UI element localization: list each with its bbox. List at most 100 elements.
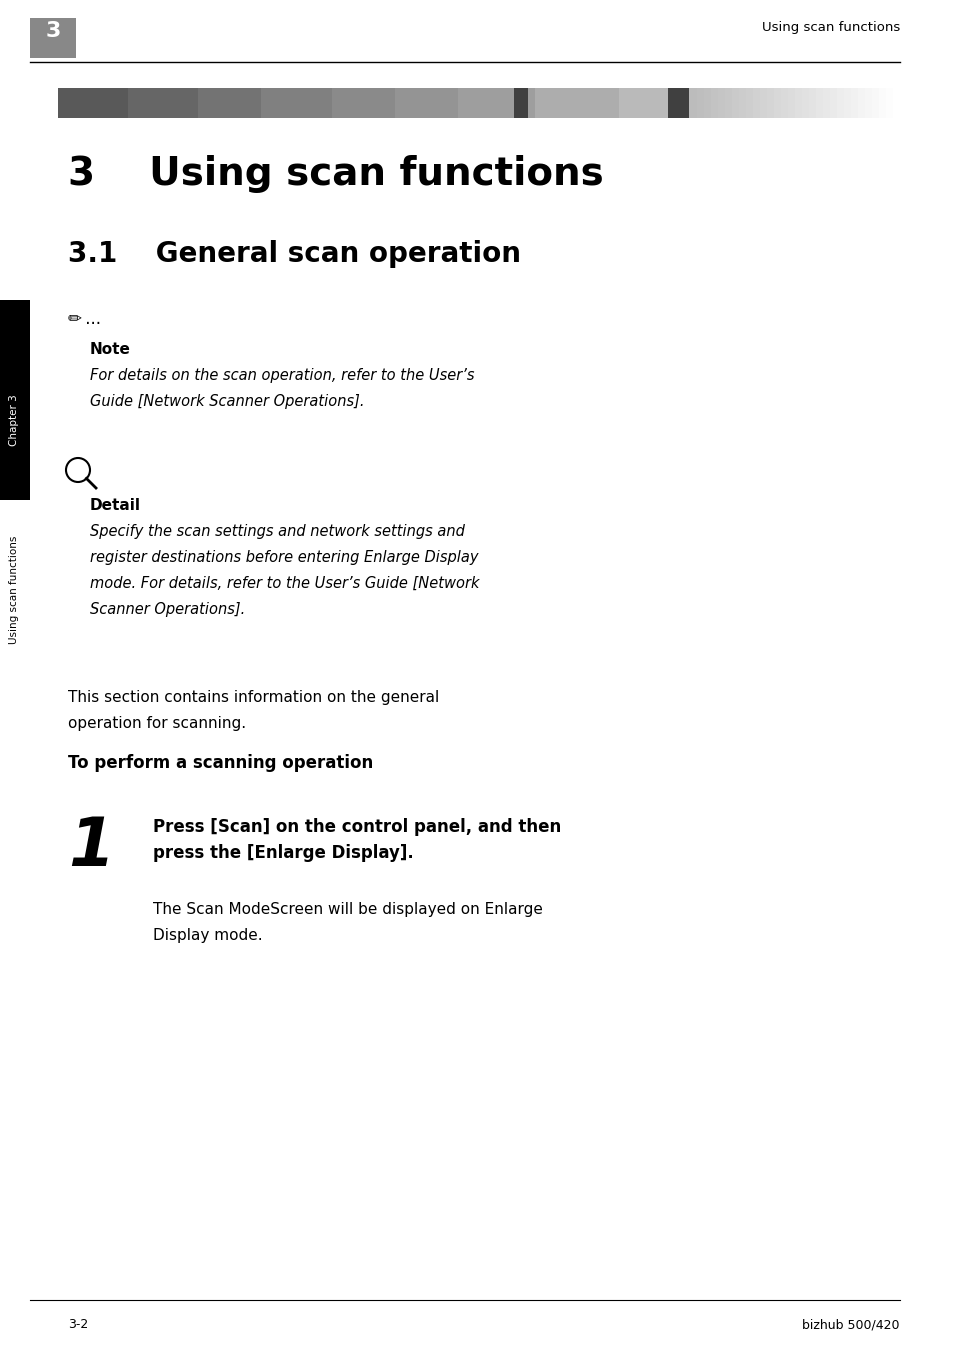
Bar (618, 88, 626, 118)
Bar (213, 88, 219, 118)
Bar (72, 88, 79, 118)
Bar (801, 88, 808, 118)
Bar (535, 88, 542, 118)
Text: Note: Note (90, 342, 131, 357)
Text: For details on the scan operation, refer to the User’s: For details on the scan operation, refer… (90, 368, 474, 383)
Bar (499, 88, 507, 118)
Bar (345, 88, 353, 118)
Bar (170, 88, 177, 118)
Text: Display mode.: Display mode. (152, 927, 262, 942)
Bar (766, 88, 774, 118)
Bar (338, 88, 346, 118)
Bar (871, 88, 879, 118)
Bar (114, 88, 122, 118)
Text: Chapter 3: Chapter 3 (9, 395, 19, 446)
Bar (773, 88, 781, 118)
Bar (612, 88, 619, 118)
Bar (177, 88, 185, 118)
Bar (562, 88, 570, 118)
Bar (395, 88, 402, 118)
Bar (282, 88, 290, 118)
Bar (520, 88, 528, 118)
Bar (864, 88, 872, 118)
Bar (668, 88, 676, 118)
Text: 3-2: 3-2 (68, 1318, 89, 1330)
Bar (485, 88, 493, 118)
Text: The Scan ModeScreen will be displayed on Enlarge: The Scan ModeScreen will be displayed on… (152, 902, 542, 917)
Bar (821, 88, 829, 118)
Bar (443, 88, 451, 118)
Text: press the [Enlarge Display].: press the [Enlarge Display]. (152, 844, 414, 863)
Bar (135, 88, 143, 118)
Text: Using scan functions: Using scan functions (9, 535, 19, 644)
Bar (794, 88, 801, 118)
Bar (464, 88, 472, 118)
Text: bizhub 500/420: bizhub 500/420 (801, 1318, 899, 1330)
Bar (724, 88, 731, 118)
Bar (892, 88, 900, 118)
Text: mode. For details, refer to the User’s Guide [Network: mode. For details, refer to the User’s G… (90, 576, 479, 591)
Bar (493, 88, 500, 118)
Bar (205, 88, 213, 118)
Text: 3.1    General scan operation: 3.1 General scan operation (68, 241, 520, 268)
Bar (598, 88, 605, 118)
Text: Using scan functions: Using scan functions (760, 22, 899, 34)
Bar (121, 88, 129, 118)
Bar (626, 88, 633, 118)
Bar (731, 88, 739, 118)
Bar (660, 88, 668, 118)
Bar (689, 88, 697, 118)
Bar (296, 88, 304, 118)
Bar (885, 88, 893, 118)
Bar (401, 88, 409, 118)
Bar (514, 88, 521, 118)
Bar (836, 88, 843, 118)
Bar (829, 88, 837, 118)
Text: ✏ ...: ✏ ... (68, 310, 101, 329)
Bar (387, 88, 395, 118)
Bar (752, 88, 760, 118)
Bar (233, 88, 241, 118)
Bar (570, 88, 578, 118)
Bar (878, 88, 885, 118)
Bar (759, 88, 766, 118)
Bar (254, 88, 262, 118)
Bar (311, 88, 317, 118)
Bar (472, 88, 479, 118)
Bar (478, 88, 486, 118)
Bar (317, 88, 325, 118)
Bar (30, 18, 76, 58)
Bar (184, 88, 192, 118)
Bar (290, 88, 296, 118)
Bar (696, 88, 703, 118)
Bar (780, 88, 787, 118)
Bar (261, 88, 269, 118)
Bar (528, 88, 535, 118)
Bar (430, 88, 436, 118)
Text: To perform a scanning operation: To perform a scanning operation (68, 754, 373, 772)
Text: Specify the scan settings and network settings and: Specify the scan settings and network se… (90, 525, 464, 539)
Bar (58, 88, 66, 118)
Bar (457, 88, 465, 118)
Bar (738, 88, 745, 118)
Bar (240, 88, 248, 118)
Bar (647, 88, 654, 118)
Bar (268, 88, 275, 118)
Bar (507, 88, 514, 118)
Bar (374, 88, 381, 118)
Bar (717, 88, 724, 118)
Bar (128, 88, 135, 118)
Text: 3: 3 (45, 22, 61, 41)
Bar (850, 88, 858, 118)
Text: Detail: Detail (90, 498, 141, 512)
Bar (156, 88, 164, 118)
Bar (100, 88, 108, 118)
Bar (556, 88, 563, 118)
Bar (409, 88, 416, 118)
Bar (808, 88, 816, 118)
Bar (226, 88, 233, 118)
Bar (745, 88, 752, 118)
Bar (86, 88, 93, 118)
Bar (332, 88, 339, 118)
Text: 1: 1 (68, 814, 114, 880)
